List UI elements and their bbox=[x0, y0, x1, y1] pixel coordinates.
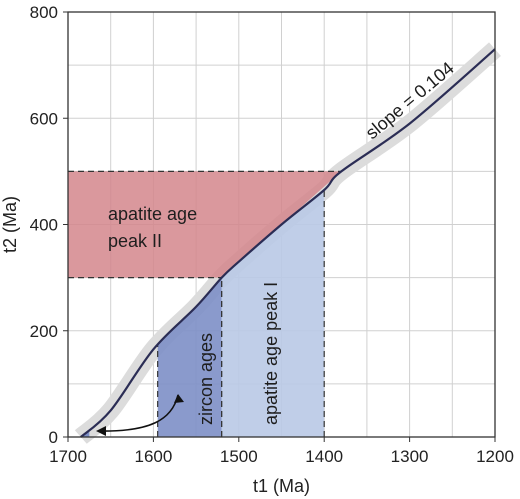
x-tick-label: 1200 bbox=[476, 447, 514, 466]
region-apatite-peak-1 bbox=[221, 190, 325, 437]
pointer-arrowhead bbox=[174, 394, 184, 403]
age-regions bbox=[68, 170, 342, 437]
apatite-peak-2-label: peak II bbox=[108, 231, 162, 251]
y-axis-label: t2 (Ma) bbox=[0, 196, 20, 253]
y-tick-label: 800 bbox=[30, 3, 58, 22]
region-apatite-peak-2 bbox=[68, 171, 342, 278]
y-tick-label: 0 bbox=[49, 428, 58, 447]
x-tick-label: 1700 bbox=[49, 447, 87, 466]
apatite-peak-2-label: apatite age bbox=[108, 204, 197, 224]
zircon-ages-label: zircon ages bbox=[196, 333, 216, 425]
pointer-arrowhead bbox=[96, 426, 106, 436]
y-tick-label: 200 bbox=[30, 322, 58, 341]
y-tick-label: 400 bbox=[30, 216, 58, 235]
slope-curve bbox=[80, 48, 496, 438]
apatite-peak-1-label: apatite age peak I bbox=[261, 282, 281, 425]
x-tick-label: 1500 bbox=[220, 447, 258, 466]
slope-curve-group bbox=[80, 48, 496, 438]
x-tick-label: 1400 bbox=[305, 447, 343, 466]
region-zircon-ages bbox=[157, 277, 222, 437]
x-tick-label: 1300 bbox=[391, 447, 429, 466]
axes: 1700 1600 1500 1400 1300 1200 0 200 400 600 800 t1 … bbox=[0, 3, 514, 496]
x-axis-label: t1 (Ma) bbox=[253, 476, 310, 496]
y-tick-label: 600 bbox=[30, 109, 58, 128]
x-tick-label: 1600 bbox=[134, 447, 172, 466]
